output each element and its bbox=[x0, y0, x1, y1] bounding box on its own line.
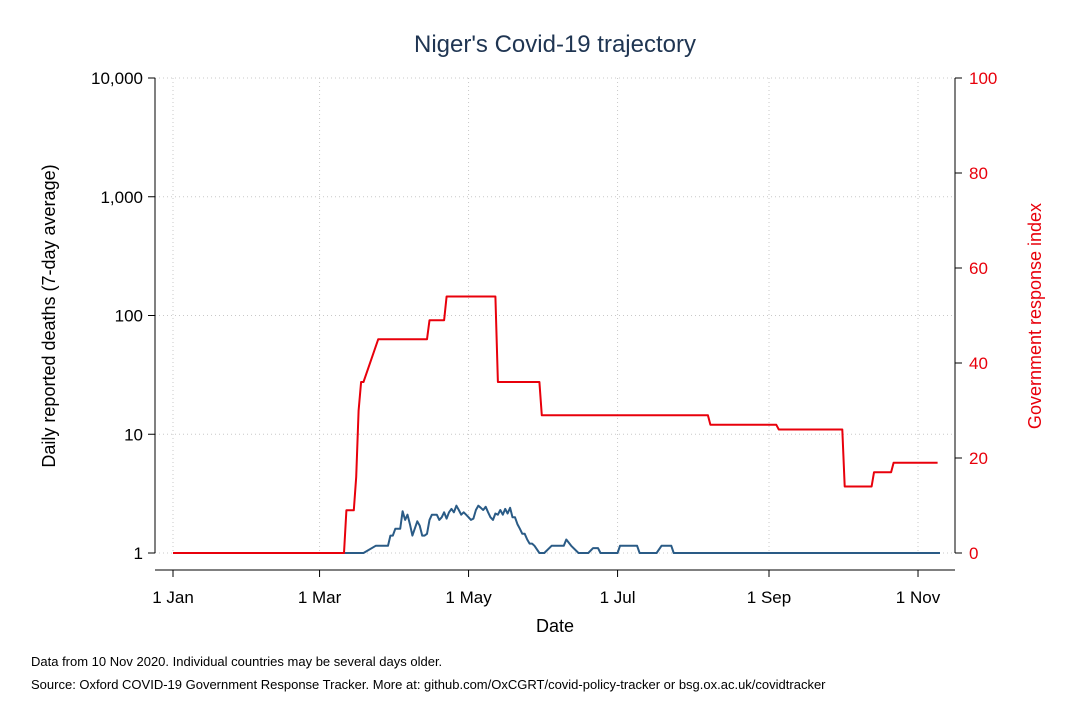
covid-trajectory-chart: Niger's Covid-19 trajectory 1101001,0001… bbox=[39, 31, 1045, 636]
footnote-source: Source: Oxford COVID-19 Government Respo… bbox=[31, 677, 826, 692]
left-tick-label: 1,000 bbox=[100, 188, 143, 207]
x-tick-label: 1 Jan bbox=[152, 588, 194, 607]
right-tick-label: 100 bbox=[969, 69, 997, 88]
x-axis-ticks: 1 Jan 1 Mar 1 May 1 Jul 1 Sep 1 Nov bbox=[152, 570, 941, 607]
chart-title: Niger's Covid-19 trajectory bbox=[414, 31, 696, 58]
series-layer bbox=[173, 295, 940, 554]
x-tick-label: 1 Sep bbox=[747, 588, 791, 607]
left-tick-label: 10 bbox=[124, 425, 143, 444]
footnote-data-date: Data from 10 Nov 2020. Individual countr… bbox=[31, 654, 443, 669]
x-tick-label: 1 Jul bbox=[600, 588, 636, 607]
x-tick-label: 1 May bbox=[445, 588, 492, 607]
left-tick-label: 10,000 bbox=[91, 69, 143, 88]
right-tick-label: 60 bbox=[969, 259, 988, 278]
left-tick-label: 1 bbox=[134, 544, 143, 563]
right-tick-label: 20 bbox=[969, 449, 988, 468]
x-axis-title: Date bbox=[536, 616, 574, 636]
left-tick-label: 100 bbox=[115, 307, 143, 326]
grid-lines bbox=[155, 77, 955, 554]
right-tick-label: 80 bbox=[969, 164, 988, 183]
right-tick-label: 40 bbox=[969, 354, 988, 373]
right-y-axis-title: Government response index bbox=[1025, 203, 1045, 429]
right-y-axis-ticks: 0 20 40 60 80 100 bbox=[955, 69, 997, 563]
left-y-axis-ticks: 1 10 100 1,000 10,000 bbox=[91, 69, 155, 563]
response-index-line bbox=[173, 295, 938, 554]
left-y-axis-title: Daily reported deaths (7-day average) bbox=[39, 164, 59, 467]
deaths-line bbox=[173, 504, 940, 554]
x-tick-label: 1 Mar bbox=[298, 588, 342, 607]
right-tick-label: 0 bbox=[969, 544, 978, 563]
x-tick-label: 1 Nov bbox=[896, 588, 941, 607]
